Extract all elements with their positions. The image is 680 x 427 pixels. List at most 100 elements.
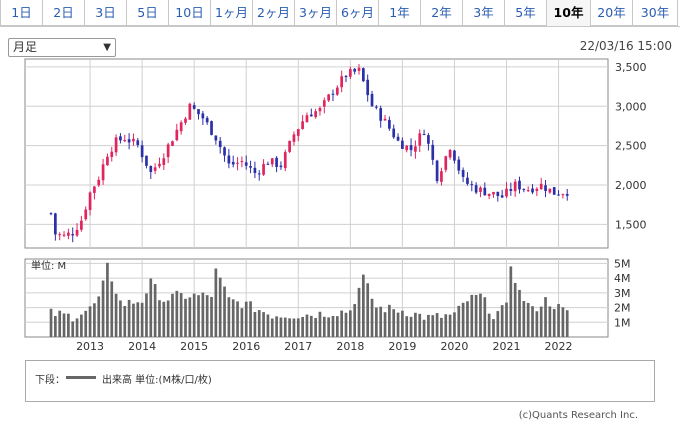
volume-bar bbox=[335, 316, 339, 337]
volume-bar bbox=[240, 308, 244, 337]
volume-bar bbox=[535, 311, 539, 337]
candle-body bbox=[93, 186, 96, 193]
candle-body bbox=[214, 135, 218, 141]
candle-body bbox=[62, 234, 66, 236]
candle-body bbox=[132, 138, 135, 142]
volume-bar bbox=[362, 274, 365, 337]
legend-label: 下段： bbox=[35, 375, 65, 386]
candle-body bbox=[496, 191, 500, 196]
candle-body bbox=[71, 234, 75, 236]
tab-14[interactable]: 10年 bbox=[547, 0, 591, 26]
volume-bar bbox=[466, 301, 469, 337]
volume-bar bbox=[401, 310, 404, 337]
tab-5[interactable]: 10日 bbox=[169, 0, 211, 26]
volume-bar bbox=[171, 293, 174, 337]
year-tick-label: 2015 bbox=[180, 340, 208, 353]
price-tick-label: 2,000 bbox=[615, 179, 647, 192]
tab-12[interactable]: 3年 bbox=[463, 0, 505, 26]
interval-select[interactable]: 月足 ▼ bbox=[8, 38, 116, 57]
tab-1[interactable]: 1日 bbox=[0, 0, 43, 26]
volume-bar bbox=[561, 307, 565, 337]
candle-body bbox=[192, 105, 196, 109]
price-tick-label: 3,000 bbox=[615, 100, 647, 113]
candle-body bbox=[218, 140, 222, 148]
candle-body bbox=[262, 163, 265, 175]
candle-body bbox=[544, 185, 547, 191]
volume-bar bbox=[132, 303, 135, 337]
candle-body bbox=[370, 93, 374, 107]
volume-bar bbox=[557, 304, 560, 337]
tab-8[interactable]: 3ヶ月 bbox=[295, 0, 337, 26]
volume-bar bbox=[179, 293, 183, 337]
volume-bar bbox=[123, 305, 127, 337]
volume-bar bbox=[513, 282, 517, 337]
volume-bar bbox=[444, 314, 448, 337]
volume-bar bbox=[279, 317, 283, 337]
volume-bar bbox=[301, 316, 304, 337]
tab-9[interactable]: 6ヶ月 bbox=[337, 0, 379, 26]
candle-body bbox=[84, 209, 88, 220]
candle-body bbox=[236, 162, 239, 164]
volume-bar bbox=[80, 314, 83, 337]
candle-body bbox=[227, 155, 231, 164]
tab-divider bbox=[0, 26, 680, 27]
candle-body bbox=[188, 103, 192, 120]
candle-body bbox=[205, 117, 209, 123]
volume-bar bbox=[314, 318, 317, 337]
candle-body bbox=[492, 192, 495, 195]
volume-bar bbox=[409, 316, 413, 337]
price-y-axis: 1,500 2,000 2,500 3,000 3,500 bbox=[615, 61, 647, 232]
volume-bar bbox=[474, 294, 478, 337]
year-x-axis: 2013 2014 2015 2016 2017 2018 2019 2020 2021 2022 bbox=[76, 340, 572, 353]
volume-bar bbox=[427, 314, 430, 337]
candle-body bbox=[127, 139, 131, 143]
volume-tick-label: 4M bbox=[614, 272, 631, 285]
volume-bar bbox=[71, 321, 75, 337]
tab-10[interactable]: 1年 bbox=[379, 0, 421, 26]
volume-bar bbox=[54, 316, 57, 337]
candle-body bbox=[405, 145, 409, 151]
volume-bar bbox=[448, 314, 452, 337]
candle-body bbox=[548, 188, 552, 193]
candle-body bbox=[270, 158, 274, 165]
volume-bar bbox=[492, 319, 495, 337]
volume-bar bbox=[231, 299, 235, 337]
candle-body bbox=[448, 149, 452, 158]
candle-body bbox=[396, 136, 400, 141]
tab-3[interactable]: 3日 bbox=[85, 0, 127, 26]
volume-tick-label: 2M bbox=[614, 302, 631, 315]
volume-bar bbox=[375, 307, 378, 337]
candle-body bbox=[149, 166, 153, 173]
candle-body bbox=[526, 190, 530, 192]
year-tick-label: 2013 bbox=[76, 340, 104, 353]
volume-bar bbox=[518, 289, 521, 337]
volume-bar bbox=[327, 317, 330, 337]
tab-4[interactable]: 5日 bbox=[127, 0, 169, 26]
volume-bar bbox=[49, 308, 53, 337]
year-tick-label: 2017 bbox=[284, 340, 312, 353]
volume-bar bbox=[457, 305, 461, 337]
volume-bar bbox=[145, 293, 148, 337]
tab-7[interactable]: 2ヶ月 bbox=[253, 0, 295, 26]
volume-bar bbox=[288, 318, 291, 337]
tab-2[interactable]: 2日 bbox=[43, 0, 85, 26]
tab-13[interactable]: 5年 bbox=[505, 0, 547, 26]
candle-body bbox=[457, 159, 461, 171]
tab-11[interactable]: 2年 bbox=[421, 0, 463, 26]
candle-body bbox=[292, 134, 296, 142]
volume-bar bbox=[405, 316, 409, 337]
tab-6[interactable]: 1ヶ月 bbox=[211, 0, 253, 26]
volume-bars bbox=[49, 262, 569, 337]
candle-body bbox=[565, 193, 569, 196]
candle-body bbox=[210, 121, 213, 135]
tab-15[interactable]: 20年 bbox=[591, 0, 633, 26]
price-tick-label: 3,500 bbox=[615, 61, 647, 74]
volume-bar bbox=[244, 301, 248, 337]
candle-body bbox=[231, 161, 235, 165]
candle-body bbox=[453, 150, 456, 161]
candle-body bbox=[431, 144, 435, 160]
tab-16[interactable]: 30年 bbox=[633, 0, 678, 26]
volume-bar bbox=[344, 312, 348, 337]
chevron-down-icon: ▼ bbox=[103, 42, 111, 53]
volume-bar bbox=[114, 293, 118, 337]
